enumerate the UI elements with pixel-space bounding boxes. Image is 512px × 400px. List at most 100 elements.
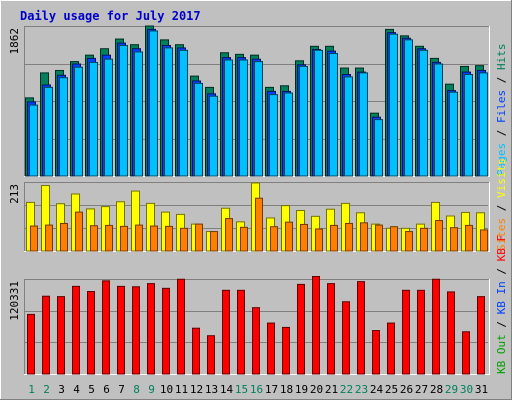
bar-pages-day-29 [449, 91, 458, 177]
bar-pages-day-28 [434, 63, 443, 177]
legend-separator: / [495, 314, 508, 334]
bar-pages-day-7 [119, 44, 128, 177]
chart-title: Daily usage for July 2017 [20, 9, 201, 23]
legend-entry: Hits [495, 44, 508, 71]
bar-kb-f-day-22 [342, 301, 350, 375]
bar-kb-f-day-23 [357, 281, 365, 375]
bar-kb-f-day-6 [102, 280, 110, 375]
bar-pages-day-13 [209, 95, 218, 177]
legend-separator: / [495, 70, 508, 90]
bar-kb-f-day-9 [147, 283, 155, 375]
legend-entry: Sites [495, 218, 508, 251]
day-label-22: 22 [340, 383, 353, 396]
bar-sites-day-3 [60, 222, 68, 252]
bar-kb-f-day-19 [297, 283, 305, 375]
bar-sites-day-30 [465, 224, 473, 252]
day-label-25: 25 [385, 383, 398, 396]
legend-separator: / [495, 123, 508, 143]
bar-pages-day-4 [74, 66, 83, 177]
bar-kb-f-day-28 [432, 278, 440, 375]
bar-kb-f-day-11 [177, 278, 185, 375]
bar-pages-day-15 [239, 59, 248, 177]
bar-sites-day-22 [345, 222, 353, 252]
bar-sites-day-4 [75, 211, 83, 252]
bar-sites-day-14 [225, 218, 233, 252]
bar-pages-day-5 [89, 61, 98, 177]
bar-kb-f-day-16 [252, 307, 260, 375]
bar-pages-day-3 [59, 77, 68, 177]
bar-pages-day-20 [314, 49, 323, 177]
day-label-23: 23 [355, 383, 368, 396]
day-label-21: 21 [325, 383, 338, 396]
bar-kb-f-day-7 [117, 285, 125, 375]
bar-sites-day-5 [90, 225, 98, 252]
bar-sites-day-26 [405, 231, 413, 252]
legend-entry: KB In [495, 281, 508, 314]
legend-separator: / [495, 261, 508, 281]
bar-sites-day-15 [240, 226, 248, 252]
day-label-10: 10 [160, 383, 173, 396]
bar-pages-day-18 [284, 92, 293, 177]
day-label-27: 27 [415, 383, 428, 396]
day-label-29: 29 [445, 383, 458, 396]
bar-kb-f-day-8 [132, 286, 140, 375]
bar-kb-f-day-12 [192, 327, 200, 375]
day-label-14: 14 [220, 383, 234, 396]
bar-sites-day-24 [375, 224, 383, 252]
day-label-2: 2 [43, 383, 50, 396]
bar-sites-day-27 [420, 227, 428, 252]
x-axis-day-labels: 1 2 3 4 5 6 7 8 9 10 11 12 13 14 15 16 17 18 19 20 21 22 23 24 2… [28, 383, 488, 396]
bar-sites-day-6 [105, 224, 113, 252]
y-max-label: 213 [8, 184, 21, 204]
bar-pages-day-8 [134, 51, 143, 177]
panel-visits-sites: 213 Sites / Visits [8, 158, 508, 252]
bar-kb-f-day-29 [447, 291, 455, 375]
bar-kb-f-day-2 [42, 295, 50, 375]
bar-pages-day-12 [194, 82, 203, 177]
bar-sites-day-8 [135, 224, 143, 252]
legend-kb: KB Out / KB In / KB F [495, 235, 508, 374]
bar-sites-day-9 [150, 225, 158, 252]
bar-sites-day-10 [165, 225, 173, 252]
day-label-18: 18 [280, 383, 293, 396]
bar-kb-f-day-13 [207, 335, 215, 375]
day-label-12: 12 [190, 383, 203, 396]
bar-sites-day-28 [435, 220, 443, 252]
bar-pages-day-26 [404, 39, 413, 177]
bar-sites-day-31 [480, 229, 488, 252]
bar-pages-day-14 [224, 59, 233, 177]
bar-sites-day-7 [120, 225, 128, 252]
bar-kb-f-day-25 [387, 322, 395, 375]
bar-kb-f-day-10 [162, 287, 170, 375]
y-max-label: 1862 [8, 28, 21, 55]
bar-pages-day-25 [389, 33, 398, 177]
legend-entry: KB Out [495, 334, 508, 374]
bar-pages-day-2 [44, 86, 53, 177]
day-label-26: 26 [400, 383, 413, 396]
bar-sites-day-23 [360, 222, 368, 252]
bar-kb-f-day-17 [267, 322, 275, 375]
legend-separator: / [495, 198, 508, 218]
legend-pages-files-hits: Pages / Files / Hits [495, 44, 508, 177]
bar-sites-day-20 [315, 228, 323, 252]
day-label-7: 7 [118, 383, 125, 396]
day-label-9: 9 [148, 383, 155, 396]
bar-kb-f-day-18 [282, 326, 290, 375]
y-max-label: 120331 [8, 281, 21, 321]
day-label-1: 1 [28, 383, 35, 396]
day-label-3: 3 [58, 383, 65, 396]
legend-entry: KB F [495, 235, 508, 262]
bar-sites-day-25 [390, 226, 398, 252]
chart-panels: 1862 Pages / Files / Hits 213 Sites / Visit… [8, 25, 508, 375]
bar-sites-day-17 [270, 226, 278, 252]
bar-pages-day-16 [254, 61, 263, 177]
bar-sites-day-13 [210, 231, 218, 252]
bar-kb-f-day-31 [477, 296, 485, 375]
bar-pages-day-9 [149, 30, 158, 177]
bar-pages-day-10 [164, 47, 173, 177]
bar-pages-day-30 [464, 73, 473, 177]
legend-entry: Pages [495, 143, 508, 176]
legend-visits-sites: Sites / Visits [495, 158, 508, 251]
bar-pages-day-1 [29, 104, 38, 177]
